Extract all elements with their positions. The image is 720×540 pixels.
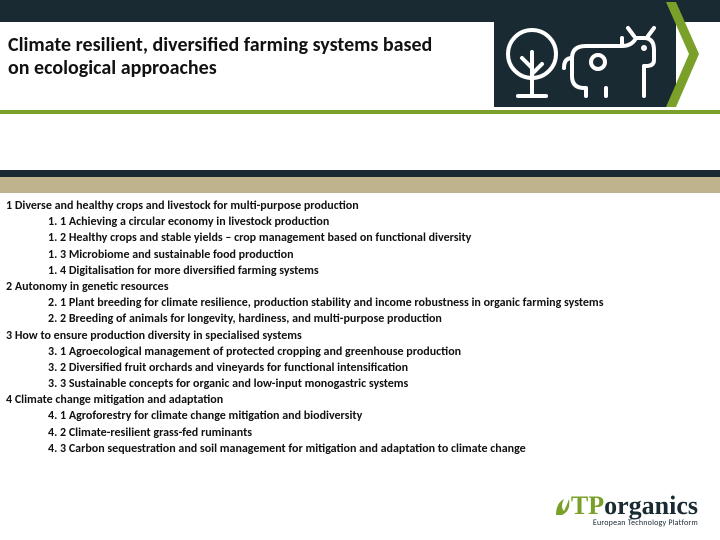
outline-item: 4. 1 Agroforestry for climate change mit… <box>48 408 714 424</box>
num: 2. 2 <box>48 312 66 326</box>
tan-strip <box>0 177 720 193</box>
num: 4. 1 <box>48 409 66 423</box>
tree-cow-arrow-icon <box>494 2 704 107</box>
num: 2 <box>6 280 12 294</box>
tporganics-logo: TPorganics European Technology Platform <box>553 491 698 528</box>
num: 3 <box>6 329 12 343</box>
outline: 1 Diverse and healthy crops and livestoc… <box>6 198 714 457</box>
outline-item: 1. 2 Healthy crops and stable yields – c… <box>48 230 714 246</box>
txt: Digitalisation for more diversified farm… <box>69 264 319 278</box>
txt: Climate-resilient grass-fed ruminants <box>69 426 252 440</box>
num: 3. 1 <box>48 345 66 359</box>
txt: Diversified fruit orchards and vineyards… <box>69 361 408 375</box>
spacer <box>0 114 720 170</box>
outline-heading: 4 Climate change mitigation and adaptati… <box>6 392 714 408</box>
num: 4. 2 <box>48 426 66 440</box>
num: 1 <box>6 199 12 213</box>
outline-item: 1. 4 Digitalisation for more diversified… <box>48 263 714 279</box>
outline-heading: 3 How to ensure production diversity in … <box>6 328 714 344</box>
num: 4. 3 <box>48 442 66 456</box>
txt: Plant breeding for climate resilience, p… <box>69 296 604 310</box>
txt: Autonomy in genetic resources <box>15 280 169 294</box>
outline-heading: 1 Diverse and healthy crops and livestoc… <box>6 198 714 214</box>
txt: Agroecological management of protected c… <box>69 345 461 359</box>
txt: Healthy crops and stable yields – crop m… <box>69 231 472 245</box>
num: 3. 3 <box>48 377 66 391</box>
num: 1. 2 <box>48 231 66 245</box>
txt: How to ensure production diversity in sp… <box>15 329 302 343</box>
logo-tp: TP <box>571 491 604 520</box>
txt: Climate change mitigation and adaptation <box>15 393 223 407</box>
txt: Microbiome and sustainable food producti… <box>69 248 294 262</box>
txt: Breeding of animals for longevity, hardi… <box>69 312 442 326</box>
dark-strip <box>0 170 720 177</box>
outline-item: 3. 2 Diversified fruit orchards and vine… <box>48 360 714 376</box>
txt: Diverse and healthy crops and livestock … <box>15 199 359 213</box>
txt: Agroforestry for climate change mitigati… <box>69 409 362 423</box>
outline-item: 3. 1 Agroecological management of protec… <box>48 344 714 360</box>
header: Climate resilient, diversified farming s… <box>0 22 720 110</box>
num: 1. 3 <box>48 248 66 262</box>
outline-item: 3. 3 Sustainable concepts for organic an… <box>48 376 714 392</box>
outline-item: 1. 3 Microbiome and sustainable food pro… <box>48 247 714 263</box>
outline-item: 2. 2 Breeding of animals for longevity, … <box>48 311 714 327</box>
txt: Carbon sequestration and soil management… <box>69 442 526 456</box>
logo-organics: organics <box>604 491 698 520</box>
num: 1. 4 <box>48 264 66 278</box>
outline-item: 2. 1 Plant breeding for climate resilien… <box>48 295 714 311</box>
slide: Climate resilient, diversified farming s… <box>0 0 720 540</box>
num: 4 <box>6 393 12 407</box>
num: 1. 1 <box>48 215 66 229</box>
outline-heading: 2 Autonomy in genetic resources <box>6 279 714 295</box>
page-title: Climate resilient, diversified farming s… <box>8 34 438 80</box>
txt: Sustainable concepts for organic and low… <box>69 377 409 391</box>
outline-item: 4. 3 Carbon sequestration and soil manag… <box>48 441 714 457</box>
num: 2. 1 <box>48 296 66 310</box>
outline-item: 1. 1 Achieving a circular economy in liv… <box>48 214 714 230</box>
outline-item: 4. 2 Climate-resilient grass-fed ruminan… <box>48 425 714 441</box>
txt: Achieving a circular economy in livestoc… <box>69 215 330 229</box>
num: 3. 2 <box>48 361 66 375</box>
